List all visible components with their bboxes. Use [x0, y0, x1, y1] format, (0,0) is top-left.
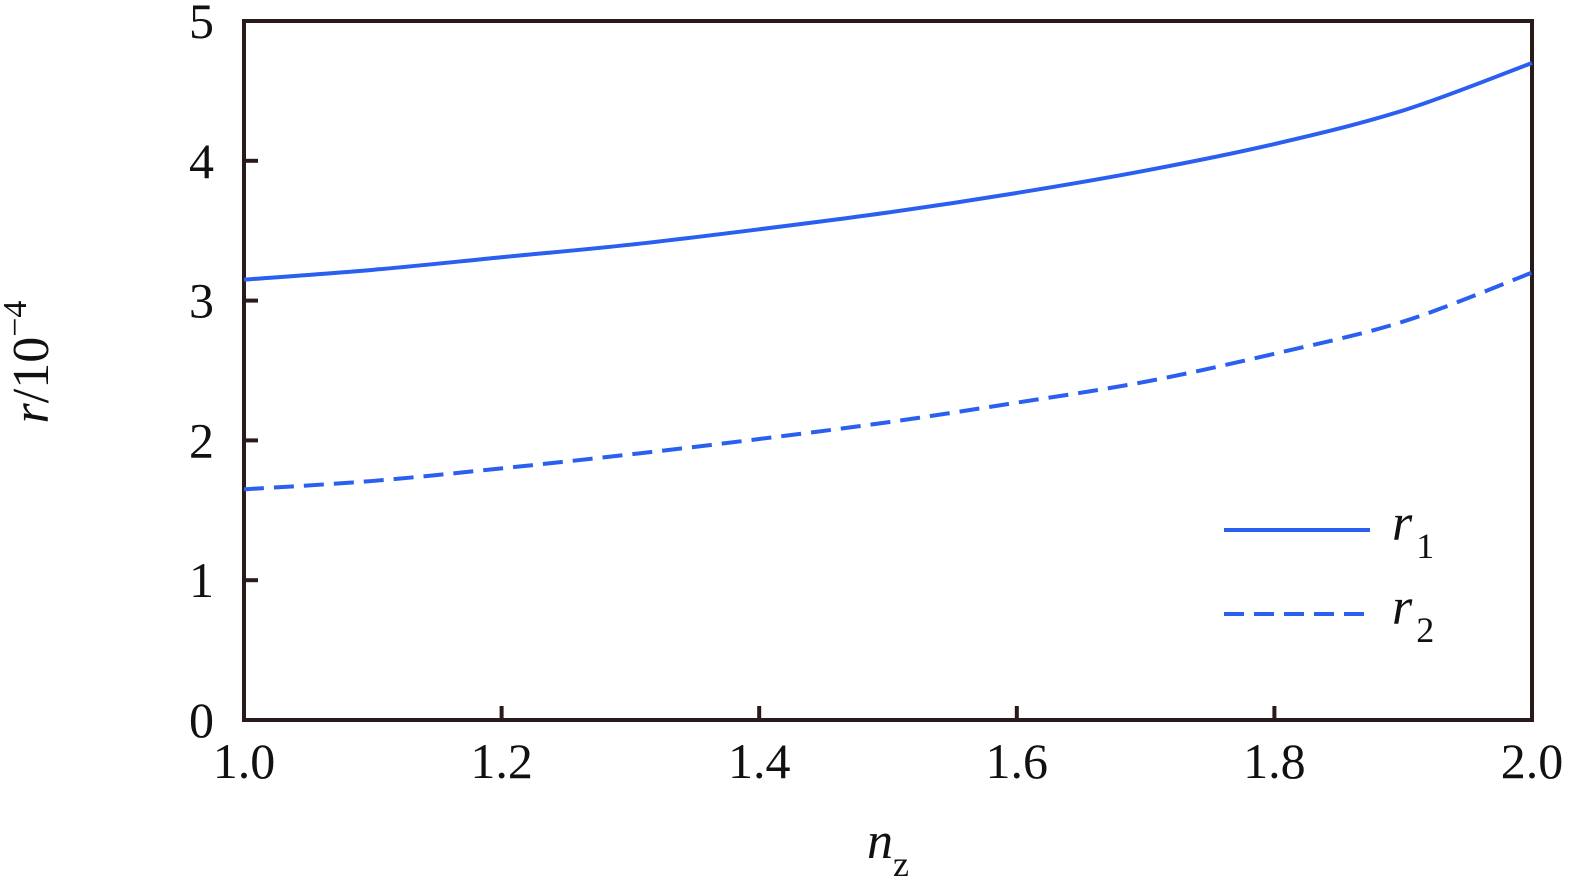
- y-tick-label: 1: [189, 552, 214, 608]
- y-axis-ticks: 0 1 2 3 4 5: [189, 0, 258, 748]
- x-tick-label: 1.0: [213, 733, 276, 789]
- series-line-r1: [243, 61, 1533, 282]
- y-tick-label: 2: [189, 412, 214, 468]
- y-tick-label: 0: [189, 692, 214, 748]
- y-axis-label-var: r: [3, 402, 60, 423]
- x-tick-label: 1.4: [728, 733, 791, 789]
- x-tick-label: 2.0: [1501, 733, 1564, 789]
- x-axis-label: nz: [867, 813, 909, 884]
- x-tick-label: 1.2: [470, 733, 533, 789]
- x-tick-label: 1.8: [1243, 733, 1306, 789]
- y-axis-label-exponent: −4: [0, 301, 34, 337]
- y-axis-label-sep: /: [3, 388, 60, 403]
- y-axis-label: r/10−4: [0, 301, 60, 424]
- x-tick-label: 1.6: [986, 733, 1049, 789]
- y-tick-label: 3: [189, 273, 214, 329]
- y-tick-label: 5: [189, 0, 214, 49]
- plot-frame: [242, 19, 1534, 722]
- x-axis-label-subscript: z: [893, 844, 909, 884]
- y-tick-label: 4: [189, 133, 214, 189]
- y-axis-label-base: 10: [3, 337, 60, 389]
- series-layer: [243, 61, 1533, 492]
- x-axis-ticks: 1.0 1.2 1.4 1.6 1.8 2.0: [213, 706, 1564, 789]
- x-axis-label-main: n: [867, 813, 893, 870]
- series-line-r2: [243, 270, 1533, 492]
